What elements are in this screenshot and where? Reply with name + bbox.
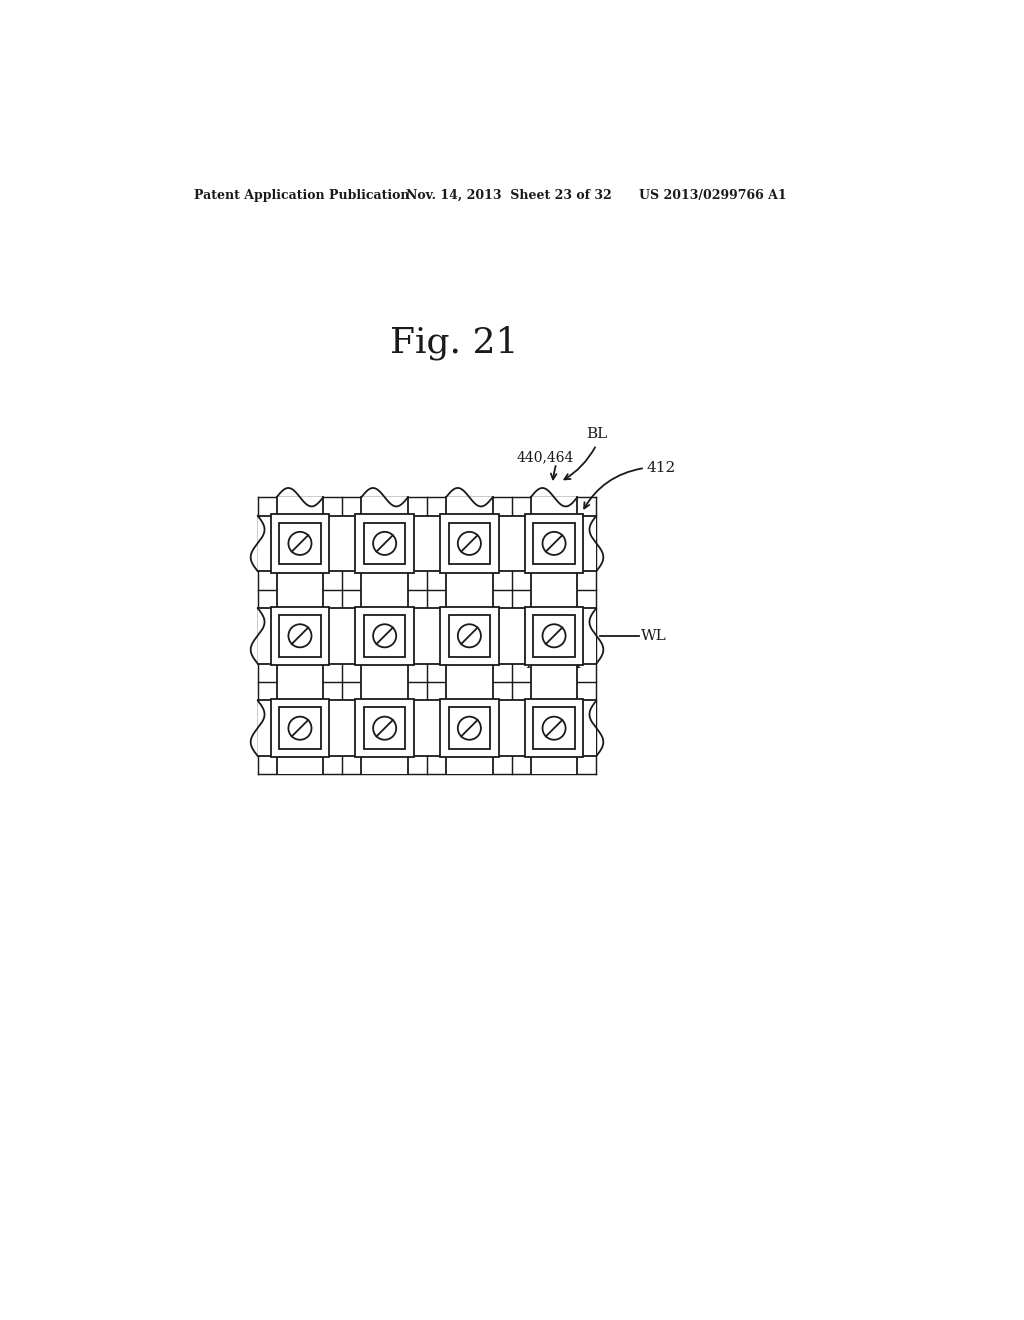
Text: Patent Application Publication: Patent Application Publication bbox=[195, 189, 410, 202]
Bar bbox=[524, 607, 584, 665]
Circle shape bbox=[543, 532, 565, 554]
Bar bbox=[440, 700, 499, 758]
Bar bbox=[524, 515, 584, 573]
Text: I: I bbox=[525, 656, 530, 671]
Circle shape bbox=[373, 624, 396, 647]
Bar bbox=[355, 607, 414, 665]
Circle shape bbox=[373, 717, 396, 739]
Bar bbox=[364, 708, 406, 748]
Circle shape bbox=[289, 624, 311, 647]
Bar bbox=[440, 607, 499, 665]
Circle shape bbox=[543, 717, 565, 739]
Bar bbox=[270, 607, 330, 665]
Bar bbox=[270, 700, 330, 758]
Circle shape bbox=[458, 717, 481, 739]
Bar bbox=[530, 498, 578, 775]
Text: Nov. 14, 2013  Sheet 23 of 32: Nov. 14, 2013 Sheet 23 of 32 bbox=[407, 189, 612, 202]
Bar bbox=[524, 515, 584, 573]
Text: US 2013/0299766 A1: US 2013/0299766 A1 bbox=[639, 189, 786, 202]
Bar bbox=[270, 515, 330, 573]
Text: 412: 412 bbox=[646, 461, 676, 475]
Bar bbox=[440, 607, 499, 665]
Bar bbox=[440, 515, 499, 573]
Bar bbox=[270, 515, 330, 573]
Bar bbox=[270, 700, 330, 758]
Circle shape bbox=[289, 532, 311, 554]
Bar bbox=[524, 700, 584, 758]
Bar bbox=[440, 700, 499, 758]
Text: Fig. 21: Fig. 21 bbox=[390, 326, 518, 360]
Circle shape bbox=[373, 532, 396, 554]
Bar bbox=[534, 708, 574, 748]
Bar bbox=[280, 615, 321, 656]
Bar bbox=[364, 615, 406, 656]
Circle shape bbox=[289, 717, 311, 739]
Circle shape bbox=[458, 532, 481, 554]
Circle shape bbox=[458, 624, 481, 647]
Bar bbox=[449, 708, 490, 748]
Bar bbox=[364, 523, 406, 564]
Bar bbox=[258, 516, 596, 572]
Text: WL: WL bbox=[641, 628, 667, 643]
Text: BL: BL bbox=[586, 426, 607, 441]
Bar bbox=[355, 515, 414, 573]
Text: 440,464: 440,464 bbox=[516, 450, 573, 465]
Bar bbox=[258, 701, 596, 756]
Bar bbox=[355, 607, 414, 665]
Bar bbox=[355, 700, 414, 758]
Bar bbox=[524, 700, 584, 758]
Bar bbox=[361, 498, 408, 775]
Bar bbox=[534, 615, 574, 656]
Bar bbox=[276, 498, 324, 775]
Bar bbox=[280, 708, 321, 748]
Bar bbox=[440, 515, 499, 573]
Bar bbox=[449, 523, 490, 564]
Bar bbox=[258, 609, 596, 664]
Bar bbox=[355, 700, 414, 758]
Text: I': I' bbox=[575, 656, 585, 671]
Bar bbox=[280, 523, 321, 564]
Bar bbox=[534, 523, 574, 564]
Bar bbox=[524, 607, 584, 665]
Bar bbox=[446, 498, 493, 775]
Bar bbox=[355, 515, 414, 573]
Circle shape bbox=[543, 624, 565, 647]
Bar bbox=[449, 615, 490, 656]
Bar bbox=[270, 607, 330, 665]
